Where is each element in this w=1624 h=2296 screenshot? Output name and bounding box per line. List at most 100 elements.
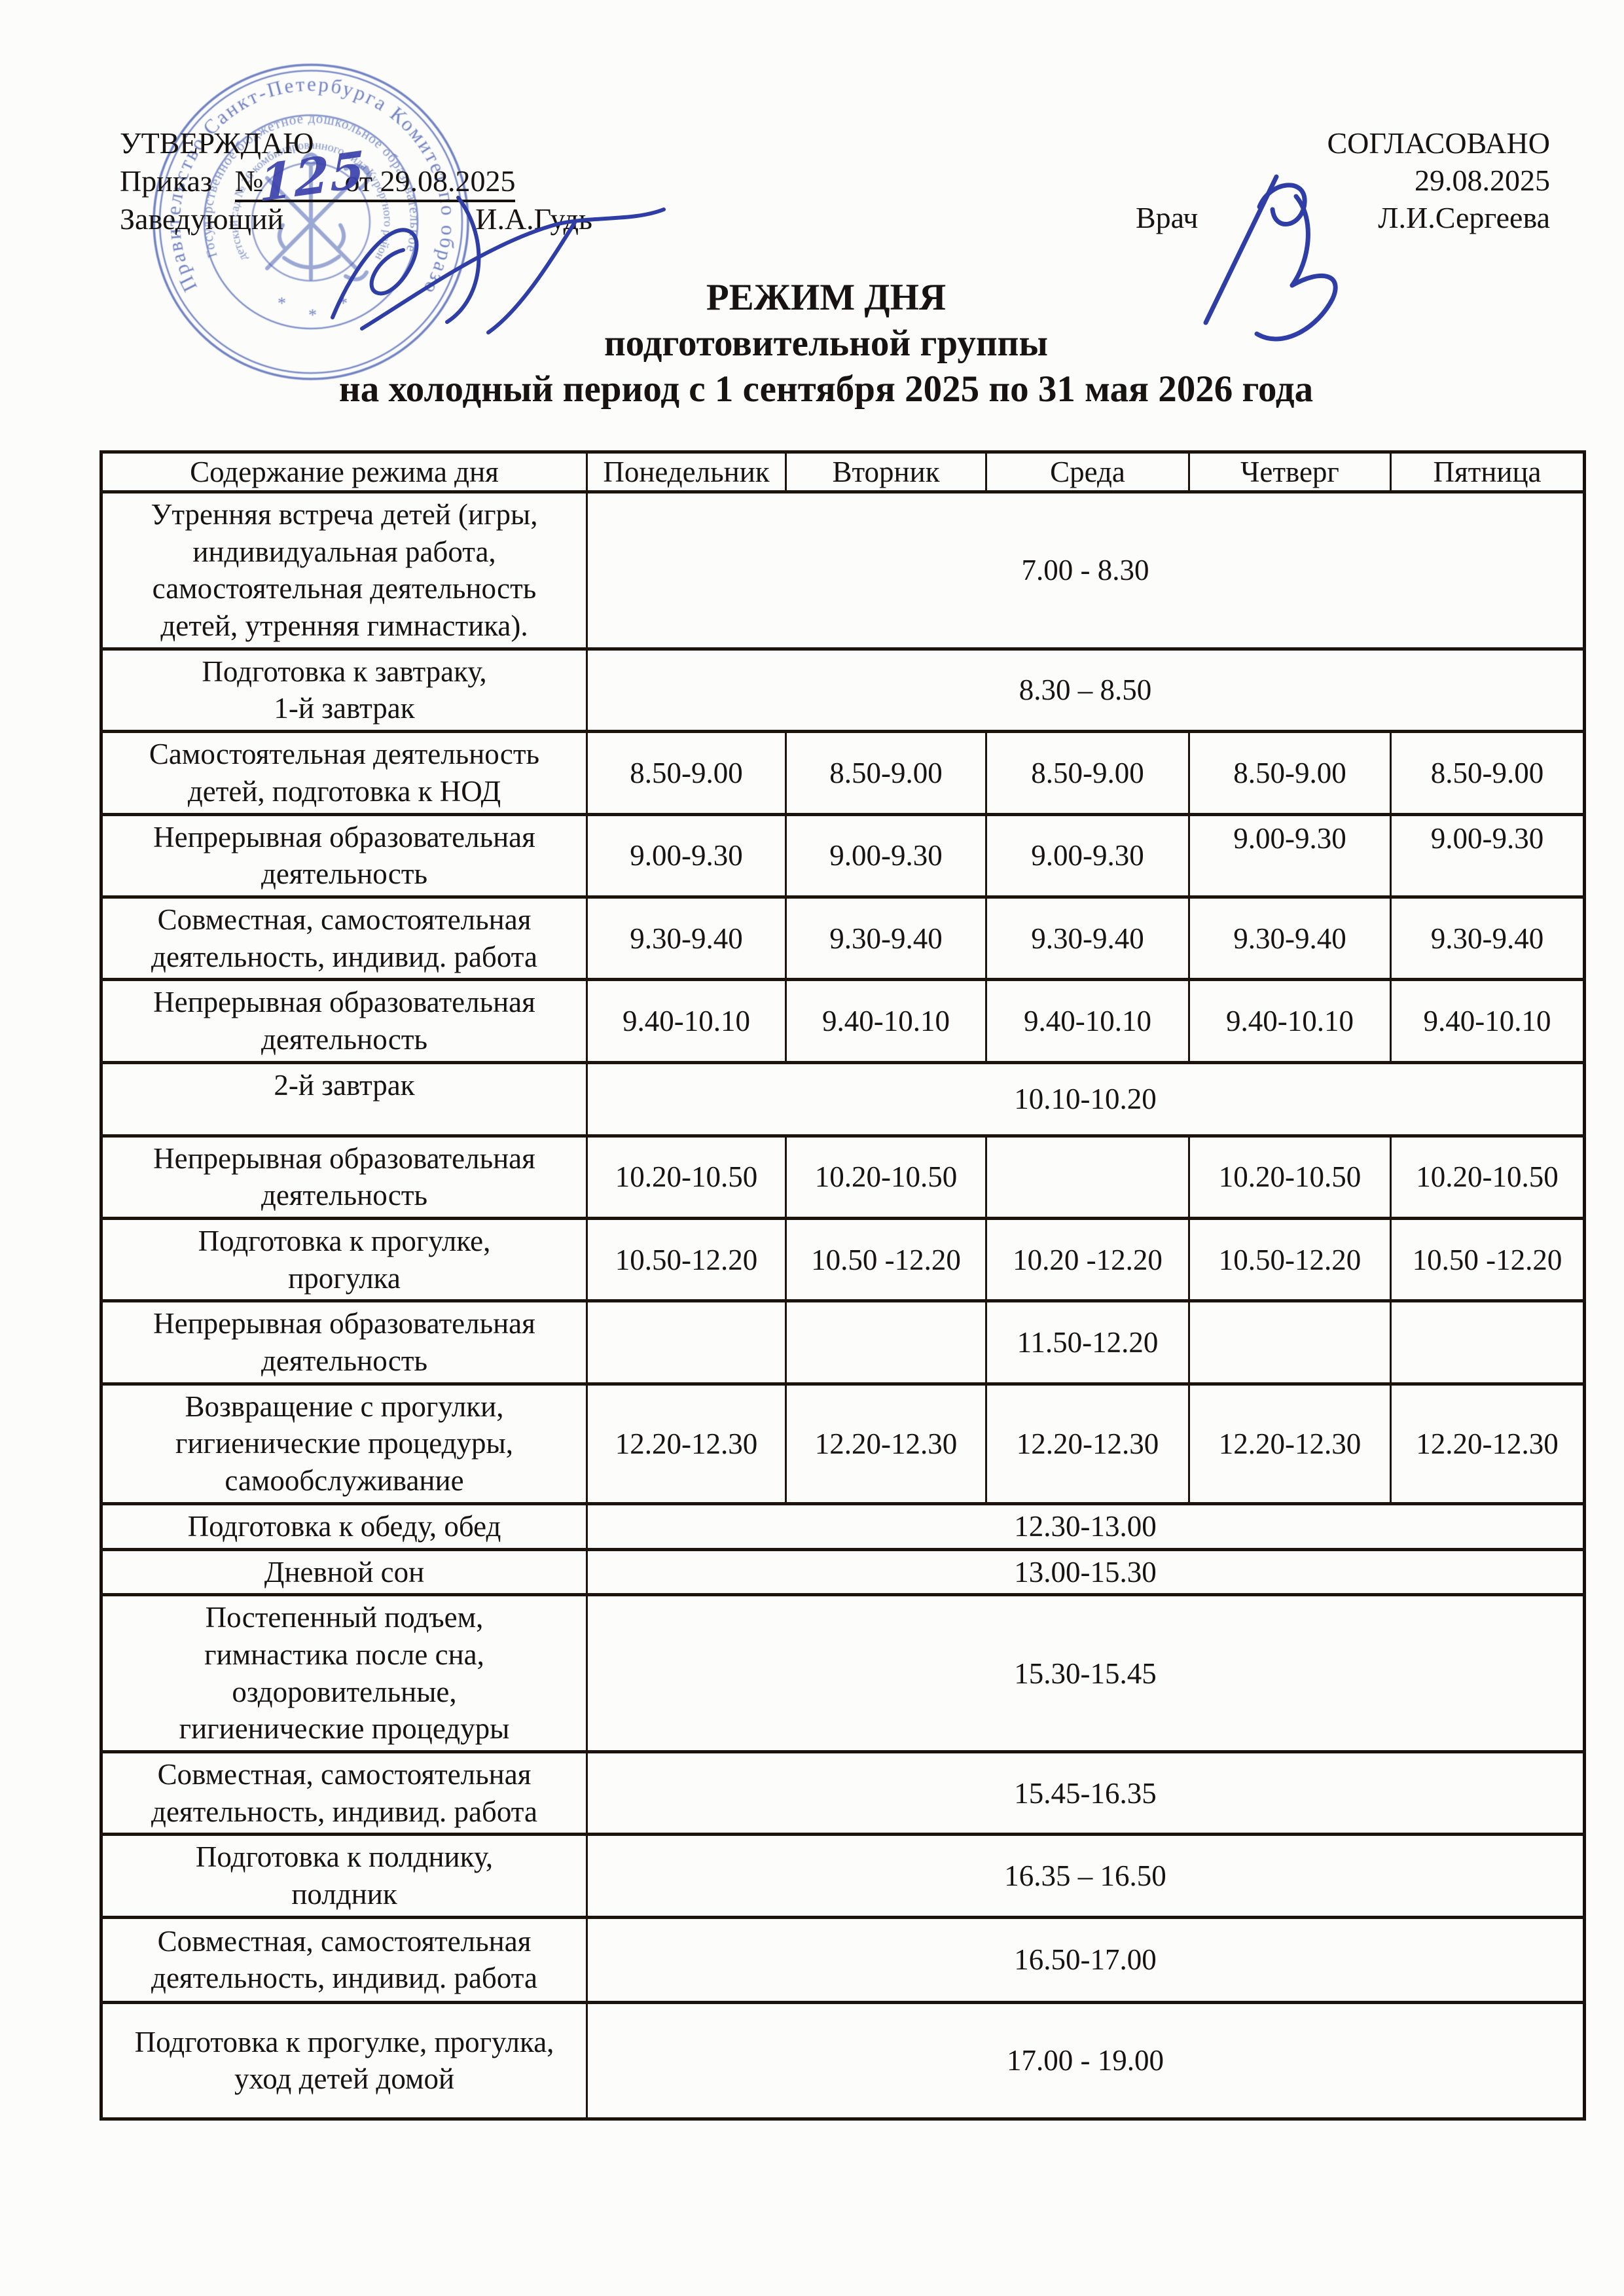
activity-label: Подготовка к прогулке, прогулка bbox=[100, 1216, 588, 1303]
doctor-name: Л.И.Сергеева bbox=[1378, 201, 1550, 235]
order-underlined-segment: № от 29.08.2025 bbox=[234, 164, 516, 202]
table-row: Подготовка к полднику, полдник 16.35 – 16… bbox=[100, 1833, 1585, 1919]
table-row: Дневной сон 13.00-15.30 bbox=[100, 1547, 1585, 1597]
order-date: от 29.08.2025 bbox=[344, 164, 516, 198]
table-row: Совместная, самостоятельная деятельность… bbox=[100, 895, 1585, 982]
activity-label: Подготовка к полднику, полдник bbox=[100, 1833, 588, 1919]
time-cell: 10.50-12.20 bbox=[1188, 1216, 1392, 1303]
time-cell: 12.20-12.30 bbox=[985, 1382, 1190, 1505]
director-role: Заведующий bbox=[120, 202, 284, 236]
activity-label: Утренняя встреча детей (игры, индивидуал… bbox=[100, 490, 588, 651]
time-cell: 12.20-12.30 bbox=[1390, 1382, 1585, 1505]
time-cell: 8.50-9.00 bbox=[985, 730, 1190, 816]
activity-label: Подготовка к завтраку, 1-й завтрак bbox=[100, 647, 588, 734]
column-header-wednesday: Среда bbox=[985, 450, 1190, 493]
time-cell: 9.30-9.40 bbox=[985, 895, 1190, 982]
table-row: Подготовка к прогулке, прогулка 10.50-12.… bbox=[100, 1216, 1585, 1303]
time-cell: 9.30-9.40 bbox=[785, 895, 987, 982]
table-row: Непрерывная образовательная деятельность… bbox=[100, 1134, 1585, 1221]
stamp-separator-star: * bbox=[308, 306, 317, 325]
order-prefix: Приказ bbox=[120, 164, 213, 198]
time-cell: 11.50-12.20 bbox=[985, 1299, 1190, 1386]
table-row: Непрерывная образовательная деятельность… bbox=[100, 812, 1585, 899]
activity-label: Непрерывная образовательная деятельность bbox=[100, 1134, 588, 1221]
time-cell: 9.40-10.10 bbox=[785, 978, 987, 1064]
order-line: Приказ № от 29.08.2025 125 bbox=[120, 139, 592, 213]
table-row: Непрерывная образовательная деятельность… bbox=[100, 978, 1585, 1064]
doctor-sign-line: Врач Л.И.Сергеева bbox=[1136, 199, 1550, 236]
activity-label: Подготовка к обеду, обед bbox=[100, 1501, 588, 1551]
time-cell bbox=[586, 1299, 787, 1386]
time-cell: 9.40-10.10 bbox=[586, 978, 787, 1064]
table-row: Самостоятельная деятельность детей, подг… bbox=[100, 730, 1585, 816]
time-cell: 12.20-12.30 bbox=[1188, 1382, 1392, 1505]
document-title: РЕЖИМ ДНЯ подготовительной группы на хол… bbox=[99, 275, 1553, 412]
time-cell: 10.20 -12.20 bbox=[985, 1216, 1190, 1303]
column-header-thursday: Четверг bbox=[1188, 450, 1392, 493]
doctor-signature-ink bbox=[1203, 174, 1338, 342]
activity-label: Непрерывная образовательная деятельность bbox=[100, 978, 588, 1064]
activity-label: Постепенный подъем, гимнастика после сна… bbox=[100, 1593, 588, 1753]
column-header-friday: Пятница bbox=[1390, 450, 1585, 493]
activity-label: Совместная, самостоятельная деятельность… bbox=[100, 1749, 588, 1837]
table-row: Подготовка к обеду, обед 12.30-13.00 bbox=[100, 1501, 1585, 1551]
time-cell: 9.00-9.30 bbox=[985, 812, 1190, 899]
stamp-separator-star: * bbox=[278, 294, 286, 313]
time-cell-merged: 10.10-10.20 bbox=[586, 1060, 1585, 1138]
column-header-monday: Понедельник bbox=[586, 450, 787, 493]
time-cell: 10.50 -12.20 bbox=[1390, 1216, 1585, 1303]
time-cell: 9.40-10.10 bbox=[985, 978, 1190, 1064]
agreement-date: 29.08.2025 bbox=[1415, 164, 1550, 198]
table-row: Постепенный подъем, гимнастика после сна… bbox=[100, 1593, 1585, 1753]
approval-heading: УТВЕРЖДАЮ bbox=[120, 126, 314, 160]
table-row: Утренняя встреча детей (игры, индивидуал… bbox=[100, 490, 1585, 651]
time-cell bbox=[1188, 1299, 1392, 1386]
time-cell bbox=[785, 1299, 987, 1386]
time-cell-merged: 17.00 - 19.00 bbox=[586, 2000, 1585, 2121]
activity-label: Непрерывная образовательная деятельность bbox=[100, 812, 588, 899]
table-row: 2-й завтрак 10.10-10.20 bbox=[100, 1060, 1585, 1138]
time-cell: 9.30-9.40 bbox=[1390, 895, 1585, 982]
time-cell: 10.50 -12.20 bbox=[785, 1216, 987, 1303]
time-cell: 10.20-10.50 bbox=[1188, 1134, 1392, 1221]
director-signature-ink bbox=[331, 196, 666, 334]
table-row: Непрерывная образовательная деятельность… bbox=[100, 1299, 1585, 1386]
activity-label: Возвращение с прогулки, гигиенические пр… bbox=[100, 1382, 588, 1505]
title-line-2: подготовительной группы bbox=[604, 323, 1049, 365]
time-cell: 12.20-12.30 bbox=[586, 1382, 787, 1505]
activity-label: Совместная, самостоятельная деятельность… bbox=[100, 895, 588, 982]
daily-schedule-table: Содержание режима дня Понедельник Вторни… bbox=[99, 450, 1586, 2121]
agreement-heading: СОГЛАСОВАНО bbox=[1327, 126, 1550, 160]
time-cell: 9.00-9.30 bbox=[1390, 812, 1585, 899]
time-cell: 10.50-12.20 bbox=[586, 1216, 787, 1303]
approval-block: УТВЕРЖДАЮ Приказ № от 29.08.2025 125 Заве… bbox=[120, 124, 592, 238]
stamp-emblem bbox=[265, 152, 370, 281]
time-cell: 9.30-9.40 bbox=[1188, 895, 1392, 982]
time-cell-merged: 16.50-17.00 bbox=[586, 1915, 1585, 2004]
time-cell: 10.20-10.50 bbox=[785, 1134, 987, 1221]
time-cell: 9.00-9.30 bbox=[785, 812, 987, 899]
time-cell bbox=[985, 1134, 1190, 1221]
time-cell-merged: 15.45-16.35 bbox=[586, 1749, 1585, 1837]
round-stamp: Правительство Санкт-Петербурга Комитет п… bbox=[149, 60, 469, 380]
activity-label: Дневной сон bbox=[100, 1547, 588, 1597]
table-row: Совместная, самостоятельная деятельность… bbox=[100, 1749, 1585, 1837]
time-cell: 10.20-10.50 bbox=[586, 1134, 787, 1221]
time-cell-merged: 8.30 – 8.50 bbox=[586, 647, 1585, 734]
time-cell: 10.20-10.50 bbox=[1390, 1134, 1585, 1221]
column-header-tuesday: Вторник bbox=[785, 450, 987, 493]
table-row: Подготовка к прогулке, прогулка, уход де… bbox=[100, 2000, 1585, 2121]
table-row: Совместная, самостоятельная деятельность… bbox=[100, 1915, 1585, 2004]
time-cell-merged: 16.35 – 16.50 bbox=[586, 1833, 1585, 1919]
time-cell-merged: 12.30-13.00 bbox=[586, 1501, 1585, 1551]
time-cell: 9.30-9.40 bbox=[586, 895, 787, 982]
title-line-3: на холодный период с 1 сентября 2025 по … bbox=[338, 368, 1314, 410]
numero-sign: № bbox=[234, 164, 264, 198]
table-row: Возвращение с прогулки, гигиенические пр… bbox=[100, 1382, 1585, 1505]
time-cell: 9.40-10.10 bbox=[1390, 978, 1585, 1064]
time-cell: 8.50-9.00 bbox=[785, 730, 987, 816]
doctor-role: Врач bbox=[1136, 201, 1199, 235]
time-cell: 8.50-9.00 bbox=[1390, 730, 1585, 816]
activity-label: Совместная, самостоятельная деятельность… bbox=[100, 1915, 588, 2004]
time-cell: 9.40-10.10 bbox=[1188, 978, 1392, 1064]
